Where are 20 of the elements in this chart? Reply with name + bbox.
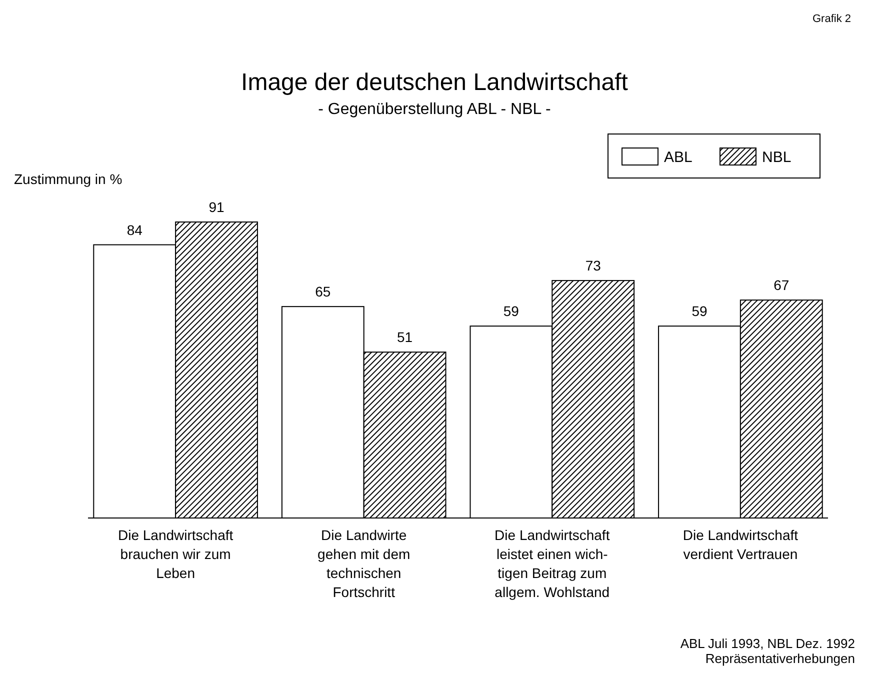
- chart-subtitle: - Gegenüberstellung ABL - NBL -: [318, 101, 551, 118]
- chart-title: Image der deutschen Landwirtschaft: [241, 69, 628, 96]
- x-tick-label: Die Landwirtschaft verdient Vertrauen: [682, 527, 798, 562]
- data-label: 84: [126, 222, 143, 238]
- legend-label: ABL: [664, 149, 692, 166]
- data-label: 59: [503, 303, 520, 320]
- data-label: 51: [397, 329, 413, 346]
- text: Repräsentativerhebungen: [705, 651, 855, 666]
- y-axis-title: Zustimmung in %: [14, 171, 122, 187]
- data-label: 73: [585, 258, 602, 274]
- data-label: 59: [692, 303, 708, 320]
- data-label: 67: [774, 277, 790, 294]
- data-label: 65: [315, 284, 331, 300]
- text: Grafik 2: [812, 13, 851, 25]
- data-label: 91: [208, 199, 225, 215]
- x-tick-label: Die Landwirtschaft brauchen wir zum Leben: [118, 527, 234, 581]
- text: ABL Juli 1993, NBL Dez. 1992: [680, 636, 855, 651]
- x-tick-label: Die Landwirtschaft leistet einen wich- tigen Beitrag zum allgem. Wohlstand: [494, 527, 610, 600]
- x-tick-label: Die Landwirte gehen mit dem technischen Fortschritt: [318, 527, 410, 600]
- legend-label: NBL: [762, 149, 792, 166]
